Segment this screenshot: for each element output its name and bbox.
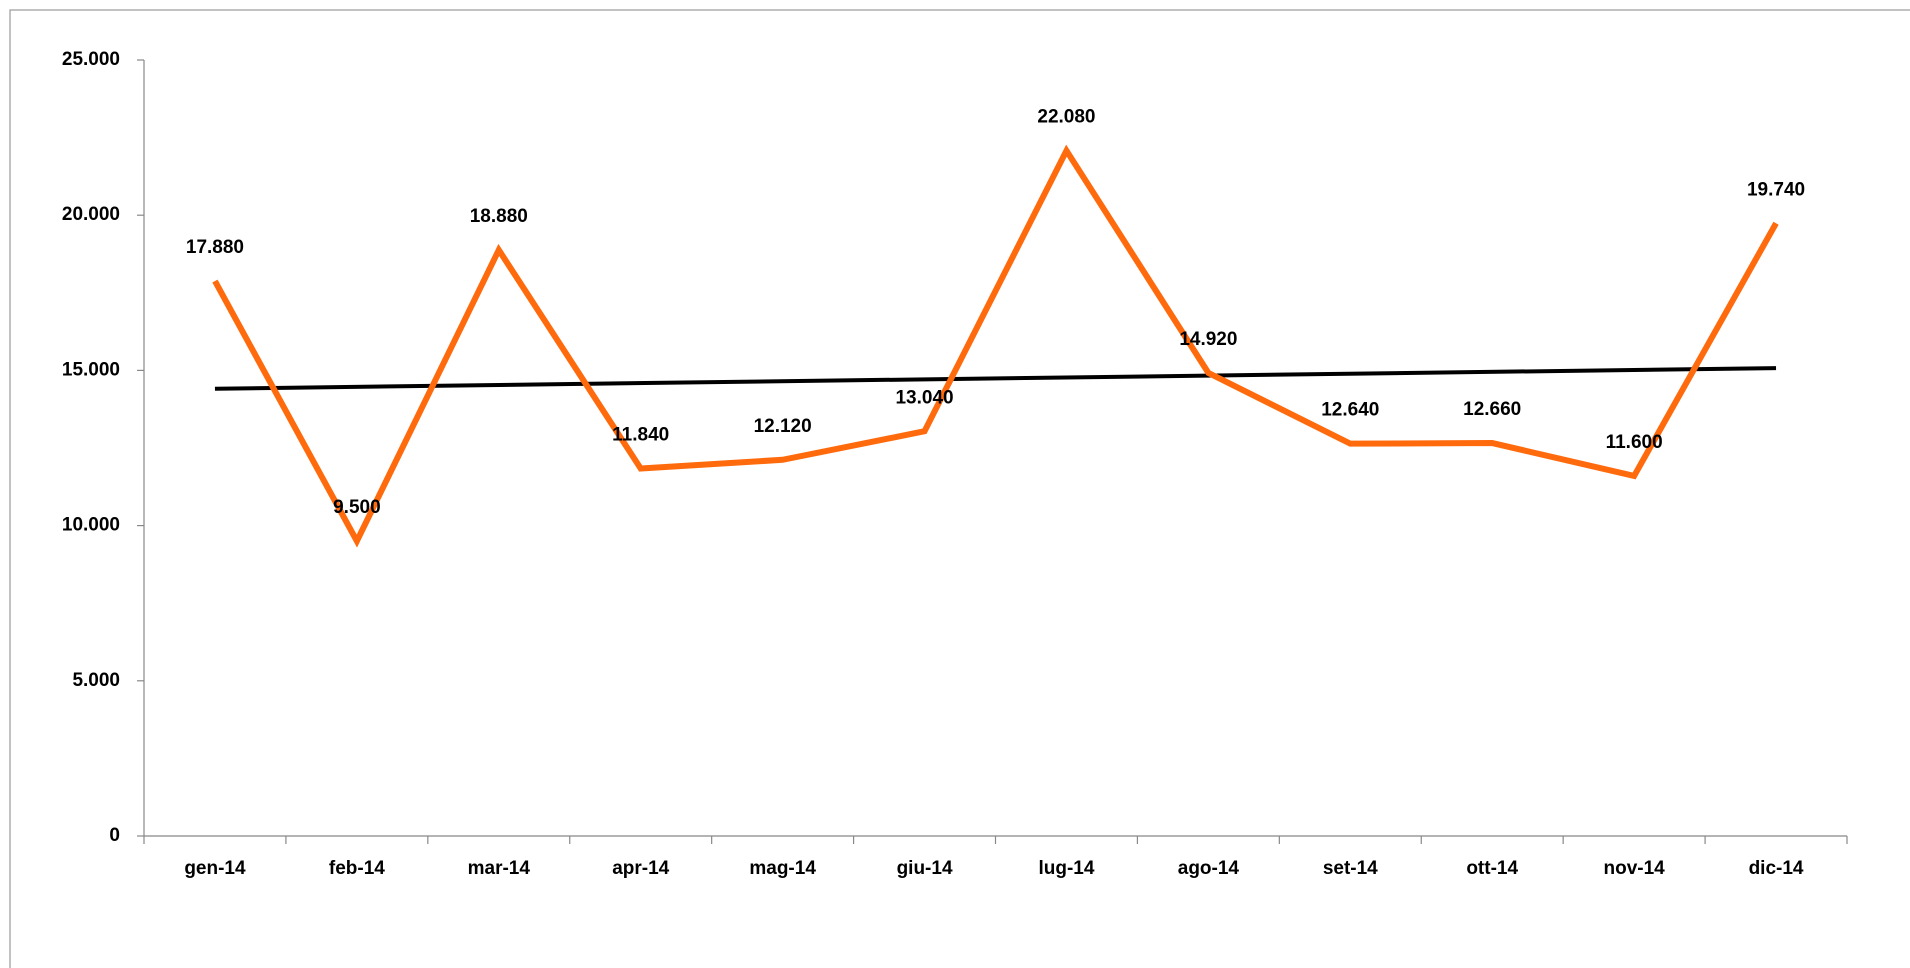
y-tick-label: 5.000 (72, 670, 120, 691)
data-label: 12.640 (1321, 400, 1379, 421)
x-tick-label: apr-14 (612, 858, 669, 879)
data-label: 17.880 (186, 237, 244, 258)
y-tick-label: 0 (109, 825, 120, 846)
x-tick-label: feb-14 (329, 858, 385, 879)
trendline (214, 366, 1777, 391)
x-tick-label: ott-14 (1466, 858, 1518, 879)
x-tick-label: set-14 (1323, 858, 1378, 879)
y-tick-label: 20.000 (62, 204, 120, 225)
x-tick-label: dic-14 (1749, 858, 1804, 879)
data-label: 9.500 (333, 497, 381, 518)
y-tick-label: 15.000 (62, 359, 120, 380)
data-label: 11.600 (1606, 432, 1663, 453)
data-label: 22.080 (1037, 107, 1095, 128)
chart-border (9, 9, 1910, 968)
y-tick-label: 25.000 (62, 49, 120, 70)
data-label: 11.840 (612, 425, 669, 446)
y-tick-label: 10.000 (62, 515, 120, 536)
x-tick-label: mag-14 (749, 858, 816, 879)
data-label: 14.920 (1179, 329, 1237, 350)
x-tick-label: lug-14 (1038, 858, 1094, 879)
x-tick-label: ago-14 (1178, 858, 1240, 879)
x-tick-label: nov-14 (1604, 858, 1666, 879)
data-label: 19.740 (1747, 179, 1805, 200)
data-label: 12.120 (754, 416, 812, 437)
x-tick-label: mar-14 (468, 858, 531, 879)
x-tick-label: gen-14 (184, 858, 246, 879)
data-label: 18.880 (470, 206, 528, 227)
data-label: 12.660 (1463, 399, 1521, 420)
x-tick-label: giu-14 (897, 858, 953, 879)
data-label: 13.040 (895, 387, 953, 408)
line-series (212, 144, 1779, 548)
